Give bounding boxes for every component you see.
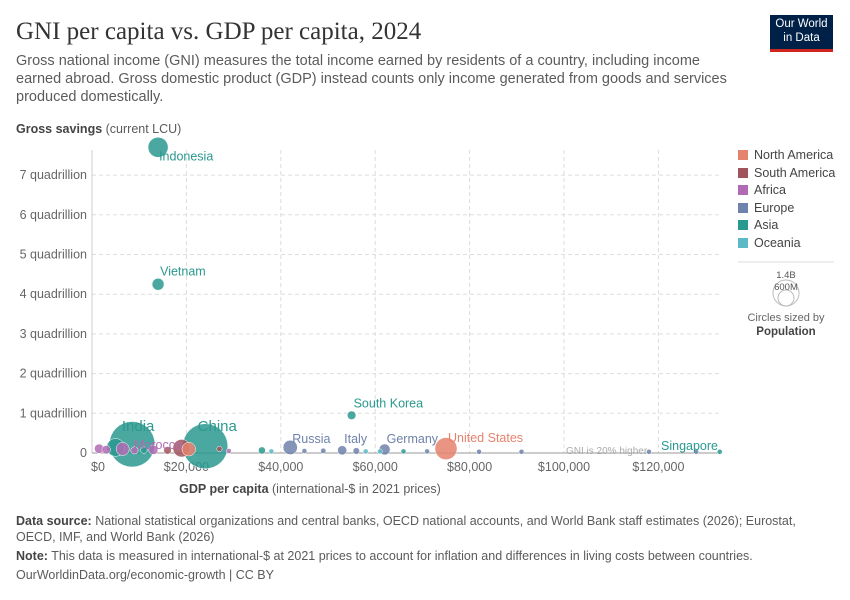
size-caption: Circles sized by (747, 312, 825, 324)
x-tick-label: $0 (91, 460, 105, 474)
data-point[interactable] (476, 449, 482, 455)
scatter-chart: Gross savings (current LCU) 0 1 quadrilli… (16, 122, 834, 496)
point-label: Indonesia (159, 149, 213, 163)
point-label: United States (448, 431, 523, 445)
data-point[interactable] (181, 442, 196, 457)
data-point[interactable] (693, 449, 699, 455)
data-point[interactable] (320, 447, 327, 454)
point-label: Italy (344, 432, 368, 446)
data-point-south-korea[interactable] (347, 410, 357, 420)
legend-label: North America (754, 148, 834, 162)
data-point-indonesia[interactable] (147, 137, 169, 158)
legend-label: Oceania (754, 236, 801, 250)
legend-item-oceania[interactable]: Oceania (738, 236, 801, 250)
data-point[interactable] (646, 449, 652, 455)
data-point-united-states[interactable] (434, 437, 458, 460)
point-label: Russia (292, 432, 330, 446)
chart-title: GNI per capita vs. GDP per capita, 2024 (16, 18, 422, 45)
gni-annotation: GNI is 20% higher (566, 446, 648, 457)
point-label: Singapore (661, 439, 718, 453)
x-tick-label: $40,000 (258, 460, 303, 474)
data-point[interactable] (226, 448, 232, 454)
legend-item-north-america[interactable]: North America (738, 148, 833, 162)
point-label: Vietnam (160, 264, 206, 278)
x-tick-label: $120,000 (632, 460, 684, 474)
legend-swatch (738, 202, 748, 213)
data-point-morocco[interactable] (130, 446, 139, 455)
point-label: Morocco (134, 438, 182, 452)
x-tick-label: $60,000 (353, 460, 398, 474)
source-label: Data source: (16, 514, 92, 528)
legend-label: Asia (754, 218, 779, 233)
data-point[interactable] (268, 448, 275, 455)
data-point[interactable] (115, 442, 130, 456)
legend-label: South America (754, 165, 836, 180)
note-label: Note: (16, 549, 48, 563)
data-point[interactable] (301, 448, 308, 454)
legend-label: Africa (754, 183, 786, 198)
data-point-russia[interactable] (282, 439, 298, 455)
point-label: China (198, 418, 238, 435)
data-point[interactable] (518, 449, 525, 455)
legend-swatch (738, 167, 748, 178)
x-axis-label: GDP per capita (international-$ in 2021 … (179, 482, 441, 496)
legend-item-south-america[interactable]: South America (738, 166, 835, 180)
data-point[interactable] (352, 447, 360, 455)
footer: Data source: National statistical organi… (16, 513, 836, 583)
size-legend-small-label: 600M (774, 282, 798, 293)
legend-swatch (738, 185, 748, 196)
data-point[interactable] (377, 448, 383, 455)
point-label: India (122, 418, 155, 435)
owid-logo[interactable]: Our World in Data (770, 15, 833, 52)
y-tick-label: 3 quadrillion (20, 327, 87, 341)
x-tick-label: $80,000 (447, 460, 492, 474)
data-point[interactable] (216, 445, 223, 452)
size-legend-small (777, 289, 795, 307)
data-point-italy[interactable] (337, 445, 348, 456)
data-point[interactable] (163, 446, 172, 455)
source-text: National statistical organizations and c… (16, 514, 796, 544)
data-point[interactable] (400, 448, 407, 455)
data-point[interactable] (258, 446, 266, 455)
data-point-vietnam[interactable] (151, 278, 165, 291)
data-point[interactable] (363, 448, 369, 455)
data-point[interactable] (140, 446, 148, 454)
point-label: South Korea (354, 396, 424, 410)
y-tick-label: 6 quadrillion (20, 208, 87, 222)
data-point[interactable] (148, 444, 159, 455)
legend-swatch (738, 238, 748, 248)
y-tick-label: 5 quadrillion (20, 248, 87, 262)
y-axis-label: Gross savings (current LCU) (16, 122, 181, 136)
size-legend-big-label: 1.4B (776, 270, 796, 281)
note-text: This data is measured in international-$… (47, 549, 753, 563)
chart-subtitle: Gross national income (GNI) measures the… (16, 53, 727, 105)
y-tick-label: 2 quadrillion (20, 367, 87, 381)
y-tick-label: 1 quadrillion (20, 406, 87, 420)
legend-swatch (738, 220, 748, 231)
legend-item-asia[interactable]: Asia (738, 218, 778, 232)
data-point[interactable] (424, 448, 430, 455)
legend-label: Europe (754, 200, 795, 215)
legend-item-europe[interactable]: Europe (738, 201, 794, 215)
y-tick-label: 4 quadrillion (20, 287, 87, 301)
x-tick-label: $100,000 (538, 460, 590, 474)
data-point-singapore[interactable] (717, 449, 723, 455)
y-tick-label: 0 (80, 446, 87, 460)
point-label: Germany (387, 432, 439, 446)
footer-url[interactable]: OurWorldinData.org/economic-growth | CC … (16, 568, 274, 582)
data-point[interactable] (101, 445, 111, 455)
size-variable: Population (756, 326, 815, 338)
legend-item-africa[interactable]: Africa (738, 183, 786, 197)
legend-swatch (738, 150, 748, 160)
y-tick-label: 7 quadrillion (20, 168, 87, 182)
